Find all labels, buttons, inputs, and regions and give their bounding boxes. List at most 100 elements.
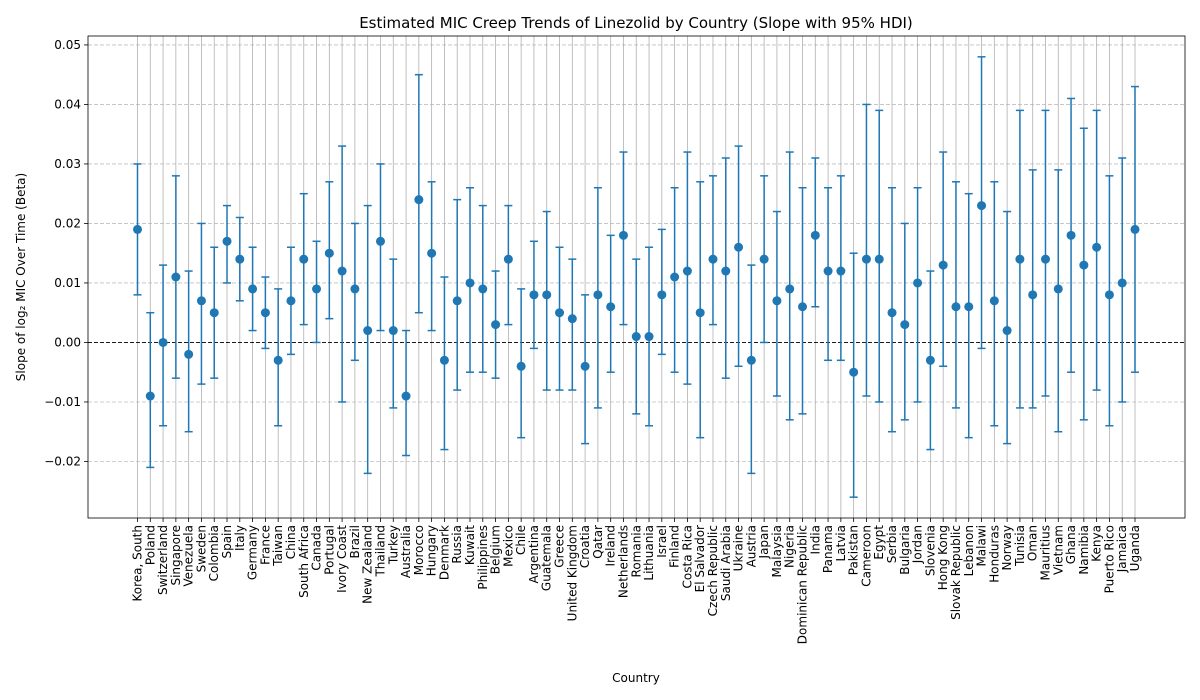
slope-point	[312, 284, 322, 294]
data-point-group	[887, 186, 897, 433]
data-point-group	[798, 186, 807, 415]
x-tick-label: Malawi	[975, 525, 989, 567]
data-point-group	[1104, 175, 1114, 427]
slope-point	[1015, 254, 1025, 264]
slope-point	[414, 195, 424, 205]
x-tick-label: Uganda	[1128, 525, 1142, 571]
data-point-group	[1040, 109, 1050, 397]
plot-frame	[87, 35, 1186, 519]
data-point-group	[439, 276, 449, 451]
x-tick-label: Vietnam	[1051, 525, 1065, 575]
slope-point	[465, 278, 475, 288]
slope-point	[1117, 278, 1127, 288]
x-tick-label: Nigeria	[783, 525, 797, 568]
slope-point	[184, 349, 194, 359]
x-tick-label: Argentina	[527, 525, 541, 584]
data-point-group	[1028, 169, 1038, 409]
x-tick-label: Latvia	[834, 525, 848, 562]
slope-point	[951, 302, 961, 312]
slope-point	[759, 254, 769, 264]
data-point-group	[695, 181, 705, 439]
x-tick-label: Venezuela	[182, 525, 196, 587]
slope-point	[260, 308, 270, 318]
slope-point	[133, 224, 142, 234]
slope-point	[350, 284, 360, 294]
x-tick-label: United Kingdom	[565, 525, 579, 621]
y-tick-label: 0.04	[54, 97, 81, 111]
y-tick-label: 0.00	[54, 335, 81, 349]
x-tick-label: Israel	[655, 525, 669, 558]
x-tick-label: Oman	[1026, 525, 1040, 561]
data-point-group	[964, 192, 974, 439]
data-point-group	[299, 192, 309, 326]
slope-point	[427, 248, 437, 258]
x-tick-label: Ukraine	[732, 525, 746, 571]
slope-point	[580, 361, 590, 371]
data-point-group	[810, 157, 820, 308]
data-point-group	[708, 175, 718, 326]
data-point-group	[401, 329, 411, 457]
slope-point	[1066, 230, 1076, 240]
slope-point	[222, 236, 232, 246]
y-tick-label: 0.01	[54, 276, 81, 290]
x-tick-label: Serbia	[885, 525, 899, 563]
data-point-group	[682, 151, 692, 385]
x-tick-label: Croatia	[578, 525, 592, 568]
data-point-group	[1117, 157, 1127, 403]
slope-point	[286, 296, 296, 306]
data-point-group	[670, 186, 680, 373]
slope-point	[964, 302, 974, 312]
data-point-group	[312, 240, 322, 344]
slope-point	[785, 284, 795, 294]
x-tick-label: Mauritius	[1038, 525, 1052, 580]
data-point-group	[785, 151, 795, 421]
x-tick-label: Namibia	[1077, 525, 1091, 575]
slope-point	[196, 296, 206, 306]
data-point-group	[196, 222, 206, 385]
slope-point	[555, 308, 565, 318]
slope-point	[478, 284, 488, 294]
data-point-group	[849, 252, 859, 498]
x-tick-label: Slovenia	[923, 525, 937, 576]
data-point-group	[222, 204, 232, 284]
slope-point	[938, 260, 948, 270]
x-tick-label: Japan	[757, 525, 771, 559]
x-tick-label: Taiwan	[271, 525, 285, 567]
slope-point	[670, 272, 680, 282]
x-tick-label: Saudi Arabia	[719, 525, 733, 601]
x-axis-ticks: Korea, SouthPolandSwitzerlandSingaporeVe…	[131, 518, 1142, 644]
slope-point	[503, 254, 513, 264]
x-tick-label: Morocco	[412, 525, 426, 575]
slope-point	[209, 308, 219, 318]
x-tick-label: Portugal	[322, 525, 336, 575]
data-point-group	[133, 163, 142, 296]
slope-point	[375, 236, 385, 246]
slope-point	[772, 296, 782, 306]
x-tick-label: Ireland	[604, 525, 618, 567]
slope-point	[734, 242, 744, 252]
slope-point	[874, 254, 884, 264]
slope-point	[708, 254, 718, 264]
y-tick-label: 0.05	[54, 38, 81, 52]
data-point-group	[516, 288, 526, 439]
y-axis-ticks: −0.02 −0.01 0.00 0.01 0.02 0.03 0.04 0.05	[44, 38, 88, 468]
data-point-group	[1053, 169, 1063, 433]
data-point-group	[823, 186, 833, 362]
data-point-group	[363, 204, 373, 475]
data-point-group	[529, 240, 539, 350]
slope-point	[401, 391, 411, 401]
slope-point	[631, 332, 641, 342]
x-tick-label: Czech Republic	[706, 525, 720, 616]
data-point-group	[209, 246, 219, 379]
x-tick-label: Sweden	[194, 525, 208, 572]
x-tick-label: Norway	[1000, 525, 1014, 571]
x-tick-label: Finland	[668, 525, 682, 568]
slope-point	[529, 290, 539, 300]
data-point-group	[618, 151, 628, 326]
x-tick-label: Egypt	[872, 525, 886, 560]
x-tick-label: Hong Kong	[936, 525, 950, 590]
x-tick-label: Honduras	[987, 525, 1001, 583]
slope-point	[913, 278, 923, 288]
